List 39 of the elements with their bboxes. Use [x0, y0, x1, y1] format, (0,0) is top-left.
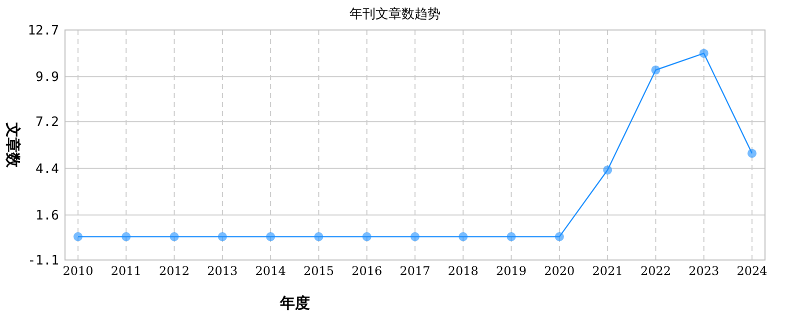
point [218, 232, 227, 242]
point [651, 65, 660, 75]
x-tick-label: 2023 [688, 264, 720, 278]
x-tick-label: 2015 [303, 264, 334, 278]
x-tick-label: 2013 [207, 264, 238, 278]
y-tick-label: 12.7 [28, 24, 59, 39]
point [314, 232, 324, 242]
x-tick-label: 2024 [736, 264, 768, 278]
point [554, 232, 564, 242]
x-tick-label: 2014 [255, 264, 286, 278]
x-tick-label: 2019 [496, 264, 527, 278]
point [747, 148, 757, 158]
x-tick-label: 2022 [640, 264, 671, 278]
y-tick-label: -1.1 [28, 254, 59, 269]
x-tick-label: 2012 [159, 264, 190, 278]
x-tick-label: 2021 [592, 264, 623, 278]
x-tick-label: 2010 [62, 264, 94, 278]
y-tick-label: 1.6 [36, 208, 59, 224]
point [73, 232, 83, 242]
x-tick-label: 2020 [544, 264, 575, 278]
x-tick-label: 2011 [110, 264, 142, 278]
point [410, 232, 420, 242]
x-axis-title: 年度 [279, 294, 310, 312]
x-tick-label: 2016 [352, 264, 382, 278]
y-tick-label: 7.2 [36, 115, 59, 130]
y-axis-title: 文章数 [4, 122, 22, 168]
point [266, 232, 276, 242]
chart-title: 年刊文章数趋势 [350, 7, 440, 22]
x-tick-label: 2018 [448, 264, 478, 278]
point [458, 232, 468, 242]
point [170, 232, 179, 242]
point [362, 232, 372, 242]
point [506, 232, 516, 242]
point [122, 232, 131, 242]
point [699, 48, 708, 58]
y-tick-label: 4.4 [36, 162, 60, 177]
y-tick-label: 9.9 [36, 70, 59, 86]
point [603, 165, 612, 175]
x-tick-label: 2017 [400, 264, 430, 278]
